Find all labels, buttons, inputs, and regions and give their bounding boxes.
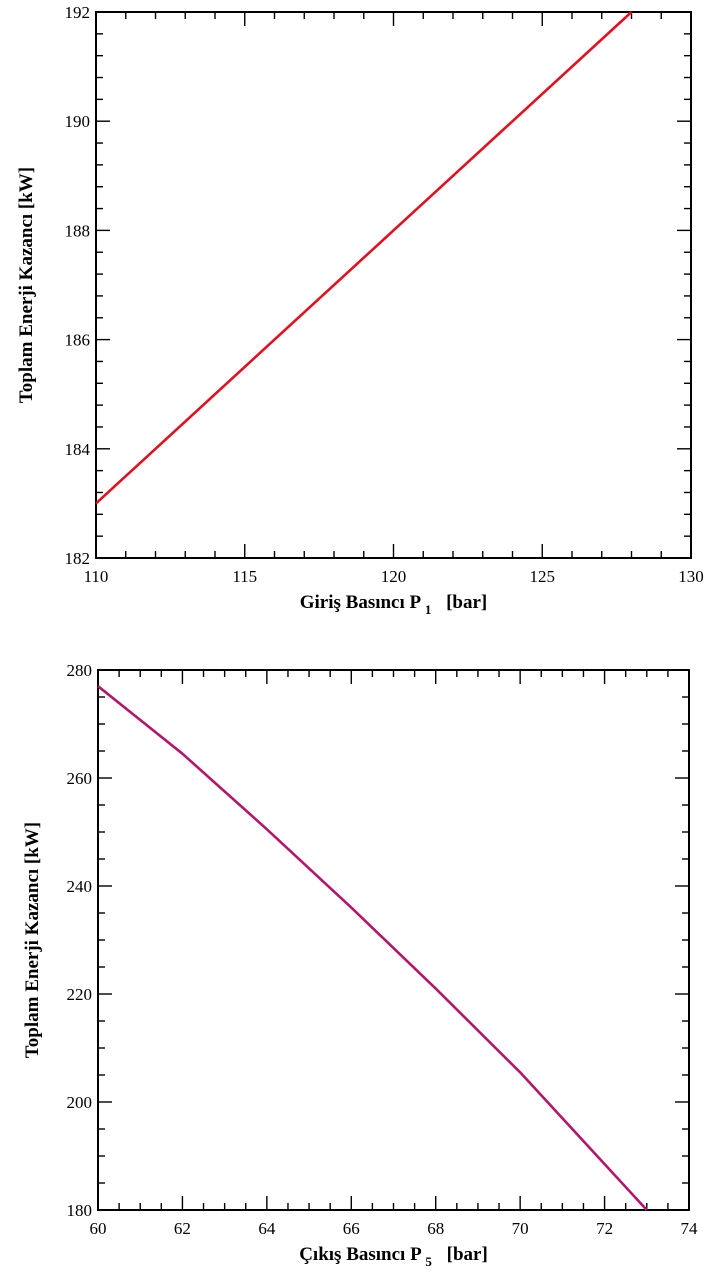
series-lines [97, 685, 648, 1211]
y-tick-label: 220 [67, 985, 93, 1004]
y-tick-labels: 182 184 186 188 190 192 [65, 3, 91, 568]
x-axis-label-unit: [bar] [446, 592, 487, 613]
x-tick-label: 110 [84, 567, 109, 586]
x-axis-label-subscript: 5 [425, 1254, 432, 1269]
plot-frame [95, 11, 692, 559]
series-lines [95, 11, 633, 505]
x-axis-label-text: Giriş Basıncı P [300, 592, 422, 613]
x-axis-label: Çıkış Basıncı P 5 [bar] [299, 1244, 488, 1271]
y-tick-label: 240 [67, 877, 93, 896]
tick-marks [95, 11, 692, 559]
x-tick-labels: 110 115 120 125 130 [84, 567, 704, 586]
chart-cikis-basinci: 60 62 64 66 68 70 72 74 180 200 220 240 260 280 Çıkı… [22, 661, 699, 1271]
y-tick-label: 260 [67, 769, 93, 788]
x-tick-label: 115 [232, 567, 257, 586]
x-tick-labels: 60 62 64 66 68 70 72 74 [90, 1219, 699, 1238]
y-tick-label: 184 [65, 440, 91, 459]
y-tick-label: 186 [65, 331, 91, 350]
x-tick-label: 68 [427, 1219, 444, 1238]
x-tick-label: 64 [258, 1219, 276, 1238]
x-tick-label: 120 [381, 567, 407, 586]
y-axis-label: Toplam Enerji Kazancı [kW] [22, 822, 43, 1058]
x-tick-label: 60 [90, 1219, 107, 1238]
x-tick-label: 70 [512, 1219, 529, 1238]
x-tick-label: 130 [678, 567, 704, 586]
y-tick-labels: 180 200 220 240 260 280 [67, 661, 93, 1220]
y-tick-label: 280 [67, 661, 93, 680]
y-tick-label: 190 [65, 112, 91, 131]
plot-frame [97, 669, 690, 1211]
y-tick-label: 200 [67, 1093, 93, 1112]
tick-marks [97, 669, 690, 1211]
x-tick-label: 125 [530, 567, 556, 586]
series-line-0 [95, 11, 633, 505]
y-axis-label: Toplam Enerji Kazancı [kW] [16, 167, 37, 403]
x-tick-label: 74 [681, 1219, 699, 1238]
series-line-0 [97, 685, 648, 1211]
x-axis-label-unit: [bar] [447, 1244, 488, 1265]
x-tick-label: 66 [343, 1219, 360, 1238]
y-tick-label: 182 [65, 549, 91, 568]
y-tick-label: 192 [65, 3, 91, 22]
x-tick-label: 62 [174, 1219, 191, 1238]
x-tick-label: 72 [596, 1219, 613, 1238]
chart-giris-basinci: 110 115 120 125 130 182 184 186 188 190 192 Giriş… [16, 3, 704, 619]
y-tick-label: 180 [67, 1201, 93, 1220]
x-axis-label: Giriş Basıncı P 1 [bar] [300, 592, 488, 619]
x-axis-label-subscript: 1 [425, 602, 432, 617]
x-axis-label-text: Çıkış Basıncı P [299, 1244, 422, 1265]
y-tick-label: 188 [65, 221, 91, 240]
